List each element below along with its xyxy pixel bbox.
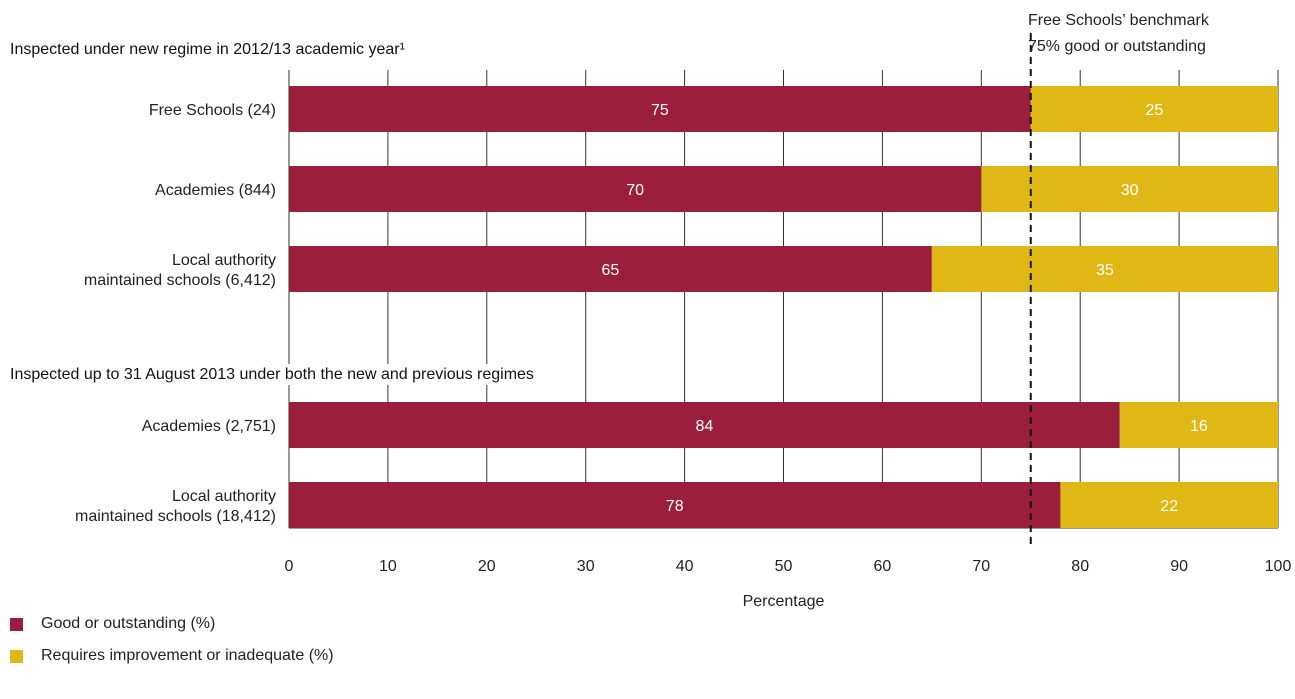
x-tick-label-90: 90 [1170,558,1188,575]
bar-g2-b2-s2 [1060,482,1278,528]
legend-label-requires-improvement: Requires improvement or inadequate (%) [41,647,334,664]
x-tick-label-60: 60 [874,558,892,575]
data-label-g2-b1-s2: 16 [1190,418,1208,435]
data-label-g1-b3-s2: 35 [1096,262,1114,279]
x-tick-label-0: 0 [285,558,294,575]
data-label-g1-b2-s2: 30 [1121,182,1139,199]
x-tick-label-30: 30 [577,558,595,575]
x-tick-label-20: 20 [478,558,496,575]
legend-swatch-good [10,617,23,631]
data-label-g2-b2-s1: 78 [666,498,684,515]
x-axis-label: Percentage [743,593,825,610]
legend-swatch-requires-improvement [10,649,23,663]
x-tick-label-40: 40 [676,558,694,575]
x-tick-label-10: 10 [379,558,397,575]
category-label-g1-b2-line1: Academies (844) [155,182,276,199]
bar-g2-b1-s1 [289,402,1120,448]
x-tick-label-50: 50 [775,558,793,575]
data-label-g1-b2-s1: 70 [626,182,644,199]
category-label-g2-b1-line1: Academies (2,751) [142,418,276,435]
legend-item-good: Good or outstanding (%) [10,614,334,634]
legend-label-good: Good or outstanding (%) [41,615,216,632]
data-label-g1-b1-s2: 25 [1145,102,1163,119]
data-label-g1-b1-s1: 75 [651,102,669,119]
bar-g1-b2-s1 [289,166,982,212]
x-tick-label-70: 70 [972,558,990,575]
group-title-2: Inspected up to 31 August 2013 under bot… [10,366,534,383]
bar-g1-b3-s1 [289,246,932,292]
benchmark-label-line2: 75% good or outstanding [1028,38,1206,55]
benchmark-label-line1: Free Schools’ benchmark [1028,12,1210,29]
category-label-g1-b3-line2: maintained schools (6,412) [84,272,276,289]
x-tick-label-80: 80 [1071,558,1089,575]
bar-g1-b3-s2 [931,246,1278,292]
group-title-1: Inspected under new regime in 2012/13 ac… [10,41,405,58]
category-label-g2-b2-line1: Local authority [172,488,276,505]
legend-item-requires-improvement: Requires improvement or inadequate (%) [10,646,334,666]
stacked-bar-chart: 0 10 20 30 40 50 60 70 80 90 100 Percentage Inspecte… [6,12,1292,610]
data-label-g2-b1-s1: 84 [695,418,713,435]
group-title-backdrop-2 [6,364,538,385]
bar-g1-b1-s2 [1030,86,1278,132]
x-tick-label-100: 100 [1265,558,1292,575]
data-label-g1-b3-s1: 65 [602,262,620,279]
data-label-g2-b2-s2: 22 [1160,498,1178,515]
category-label-g1-b1-line1: Free Schools (24) [149,102,276,119]
legend: Good or outstanding (%) Requires improve… [10,614,334,678]
bar-g1-b1-s1 [289,86,1031,132]
category-label-g1-b3-line1: Local authority [172,252,276,269]
bar-g2-b1-s2 [1119,402,1278,448]
bar-g2-b2-s1 [289,482,1061,528]
group-title-backdrop-1 [6,39,409,60]
category-label-g2-b2-line2: maintained schools (18,412) [75,508,276,525]
